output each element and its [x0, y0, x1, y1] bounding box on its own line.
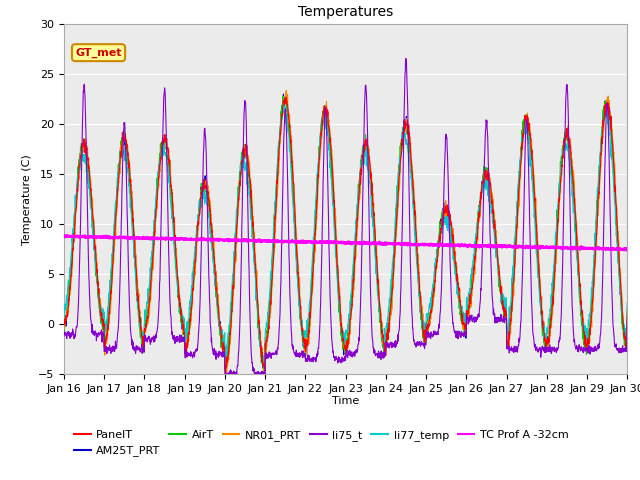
Y-axis label: Temperature (C): Temperature (C) — [22, 154, 33, 245]
Legend: PanelT, AM25T_PRT, AirT, NR01_PRT, li75_t, li77_temp, TC Prof A -32cm: PanelT, AM25T_PRT, AirT, NR01_PRT, li75_… — [70, 425, 573, 461]
Text: GT_met: GT_met — [76, 48, 122, 58]
X-axis label: Time: Time — [332, 396, 359, 406]
Title: Temperatures: Temperatures — [298, 5, 393, 19]
